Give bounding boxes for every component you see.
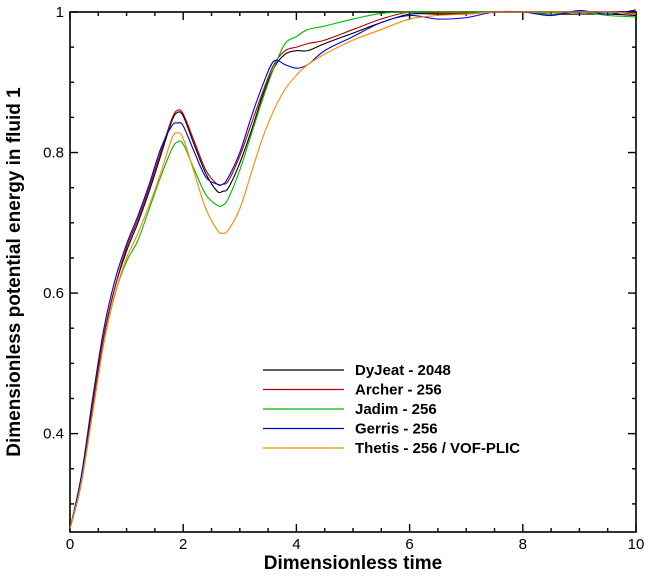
y-tick-label: 1: [56, 4, 64, 21]
x-tick-label: 6: [405, 536, 413, 553]
y-tick-label: 0.8: [43, 145, 64, 162]
series-line-dyjeat: [69, 11, 637, 529]
legend: DyJeat - 2048 Archer - 256 Jadim - 256 Gerr…: [263, 362, 520, 457]
y-tick-label: 0.4: [43, 426, 64, 443]
x-tick-label: 2: [179, 536, 187, 553]
legend-label: Thetis - 256 / VOF-PLIC: [355, 440, 520, 457]
axis-ticks: 0 2 4 6 8 10 0.4 0.6 0.8 1: [43, 4, 644, 553]
series-lines: [69, 9, 637, 529]
legend-label: Gerris - 256: [355, 421, 438, 438]
x-tick-label: 0: [66, 536, 74, 553]
legend-label: Archer - 256: [355, 382, 442, 399]
x-axis-title: Dimensionless time: [264, 553, 442, 574]
y-tick-label: 0.6: [43, 285, 64, 302]
legend-label: Jadim - 256: [355, 401, 437, 418]
x-tick-label: 10: [628, 536, 645, 553]
series-line-jadim: [69, 11, 637, 529]
series-line-archer: [69, 11, 637, 529]
series-line-thetis: [69, 11, 637, 529]
y-axis-title: Dimensionless potential energy in fluid …: [4, 87, 25, 457]
x-tick-label: 4: [292, 536, 300, 553]
plot-frame: [69, 11, 637, 533]
legend-label: DyJeat - 2048: [355, 362, 451, 379]
x-tick-label: 8: [519, 536, 527, 553]
series-line-gerris: [69, 9, 637, 529]
